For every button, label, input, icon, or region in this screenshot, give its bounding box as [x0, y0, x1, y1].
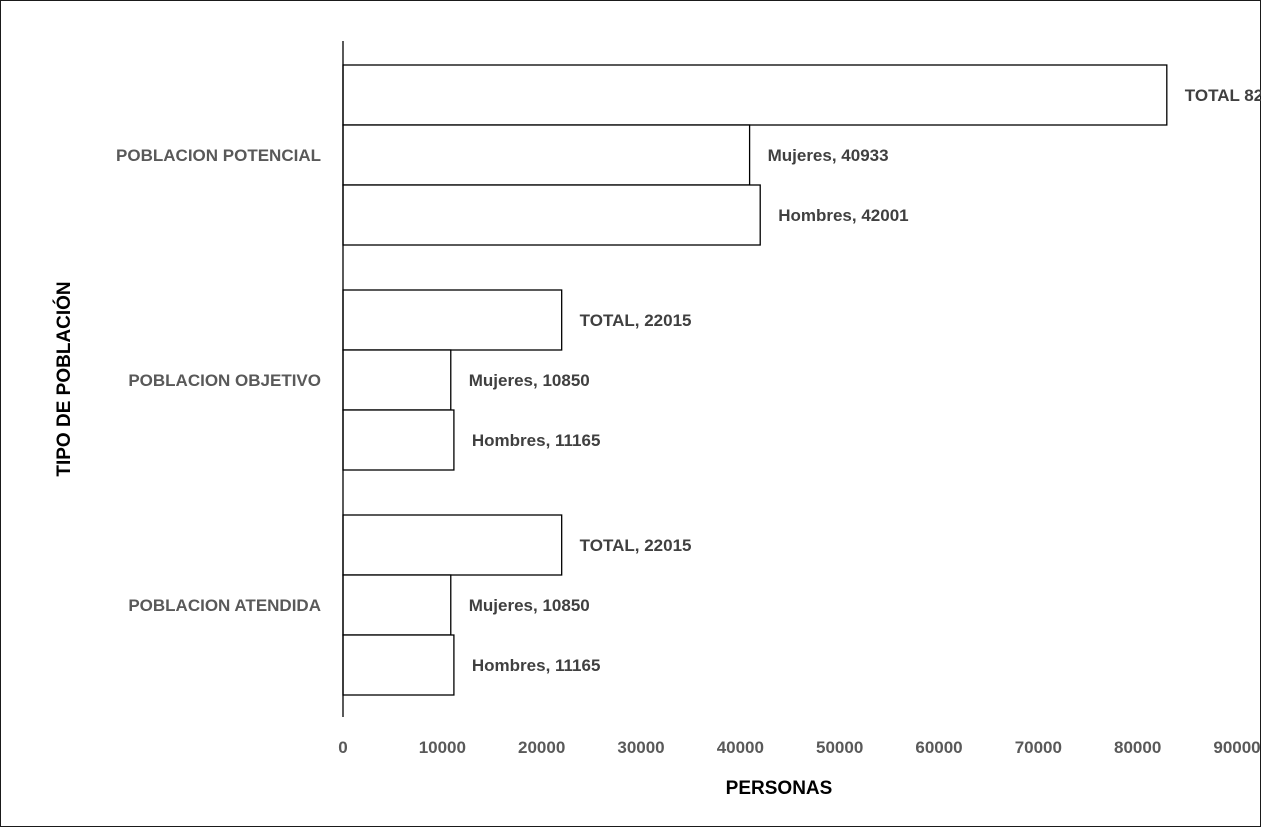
x-tick-label: 40000: [717, 738, 764, 757]
category-label: POBLACION ATENDIDA: [128, 596, 321, 615]
data-label: TOTAL, 22015: [580, 311, 692, 330]
bar-mujeres: [342, 124, 751, 186]
data-label: Hombres, 11165: [472, 656, 601, 675]
bar-hombres: [342, 184, 761, 246]
bar-mujeres: [342, 349, 452, 411]
data-labels-layer: TOTAL 82934 Mujeres, 40933 Hombres, 42001 T…: [469, 86, 1261, 675]
data-label: Hombres, 42001: [778, 206, 908, 225]
x-tick-label: 90000: [1213, 738, 1260, 757]
x-tick-label: 70000: [1015, 738, 1062, 757]
x-tick-label: 60000: [915, 738, 962, 757]
x-tick-label: 80000: [1114, 738, 1161, 757]
x-tick-label: 50000: [816, 738, 863, 757]
x-tick-label: 30000: [617, 738, 664, 757]
data-label: Mujeres, 10850: [469, 371, 590, 390]
bars-layer: [342, 64, 1168, 696]
category-label: POBLACION POTENCIAL: [116, 146, 321, 165]
y-axis-title: TIPO DE POBLACIÓN: [53, 281, 75, 476]
bar-total: [342, 514, 563, 576]
x-tick-label: 10000: [419, 738, 466, 757]
x-tick-labels-layer: 0 10000 20000 30000 40000 50000 60000 70000 8000…: [338, 738, 1260, 757]
category-label: POBLACION OBJETIVO: [128, 371, 321, 390]
bar-hombres: [342, 634, 455, 696]
bar-total: [342, 289, 563, 351]
data-label: Hombres, 11165: [472, 431, 601, 450]
x-tick-label: 0: [338, 738, 347, 757]
x-axis-title: PERSONAS: [726, 778, 833, 799]
bar-total: [342, 64, 1168, 126]
data-label: Mujeres, 10850: [469, 596, 590, 615]
bar-hombres: [342, 409, 455, 471]
data-label: TOTAL 82934: [1185, 86, 1261, 105]
bar-mujeres: [342, 574, 452, 636]
data-label: Mujeres, 40933: [768, 146, 889, 165]
category-labels-layer: POBLACION POTENCIAL POBLACION OBJETIVO POB…: [116, 146, 321, 615]
data-label: TOTAL, 22015: [580, 536, 692, 555]
x-tick-label: 20000: [518, 738, 565, 757]
